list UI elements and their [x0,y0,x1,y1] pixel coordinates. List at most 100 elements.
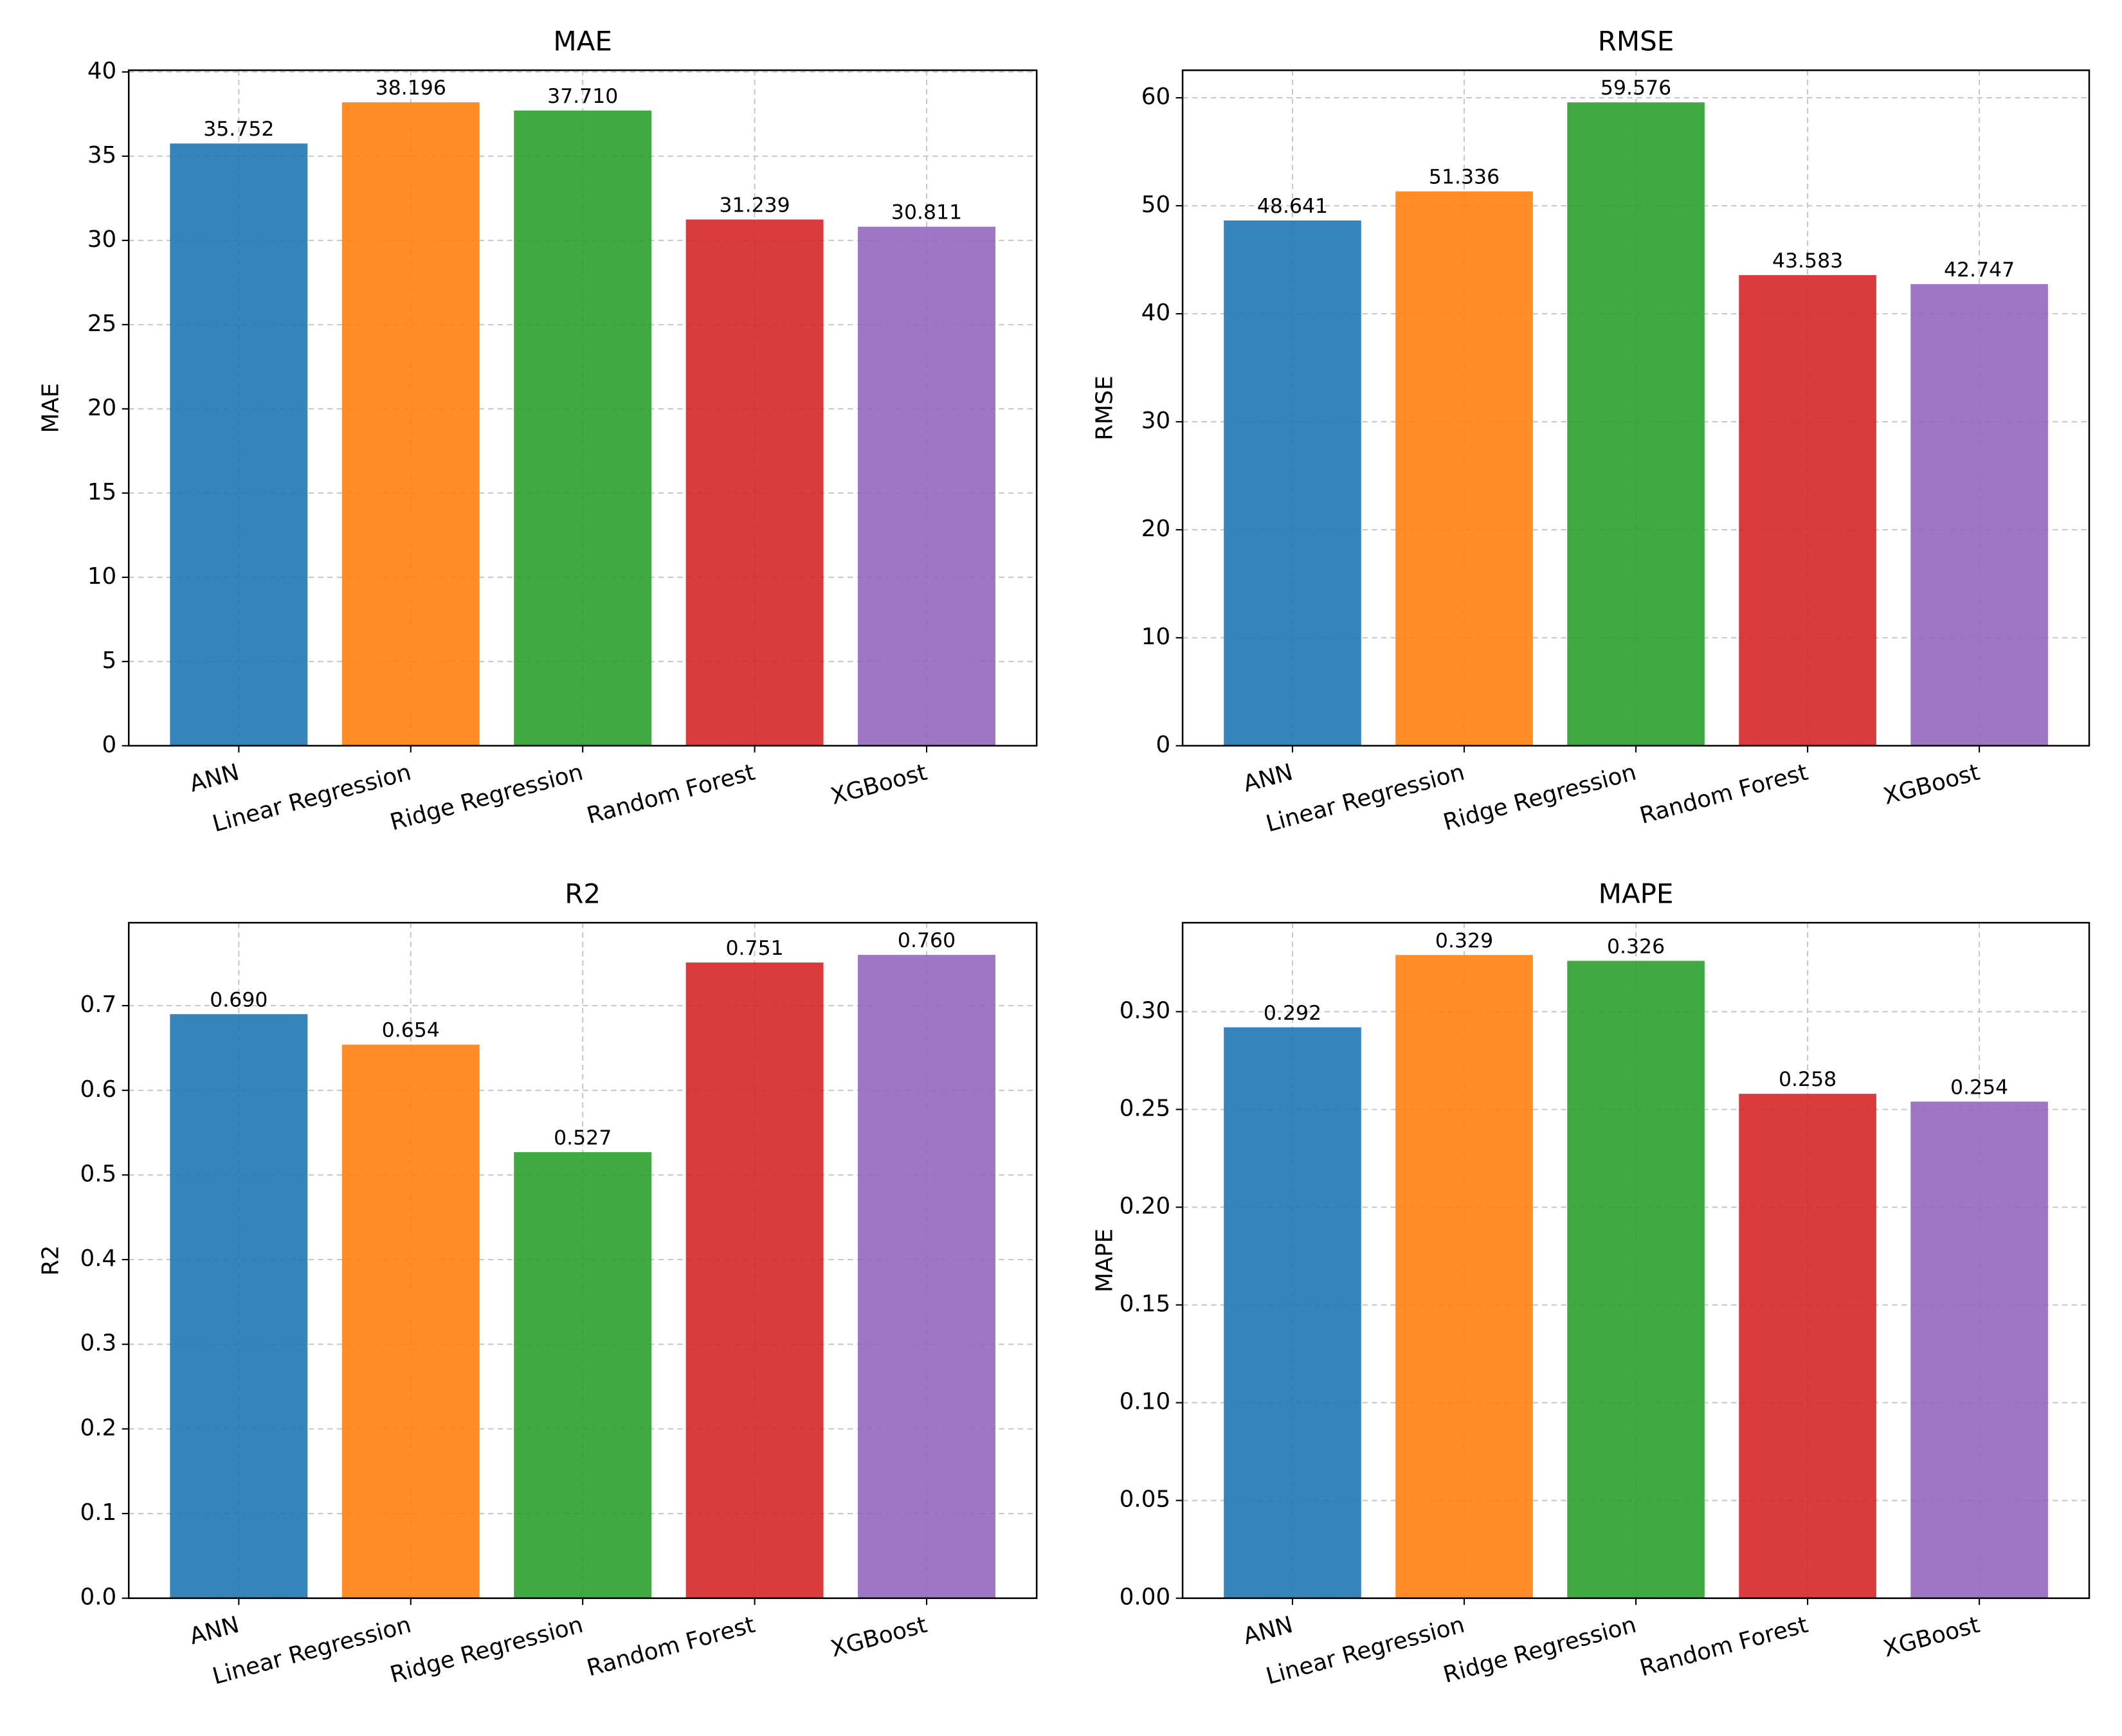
x-tick-label: XGBoost [828,1611,930,1662]
axes-frame [1181,921,2090,1599]
bar [858,955,995,1598]
axes-frame [127,69,1038,747]
y-tick-label: 15 [87,479,116,505]
y-tick-label: 40 [87,58,116,84]
y-tick-label: 50 [1141,192,1170,218]
y-tick-label: 0.3 [80,1330,117,1357]
chart-title: MAPE [1599,878,1674,910]
value-label: 0.329 [1435,929,1493,952]
value-label: 48.641 [1257,195,1328,218]
value-label: 37.710 [547,85,618,108]
bar [1567,102,1705,746]
x-tick-label: ANN [186,759,242,798]
value-label: 0.527 [554,1126,612,1150]
bar [1395,191,1533,746]
y-axis-label: RMSE [1091,375,1118,440]
value-label: 0.654 [382,1019,440,1042]
y-tick-label: 0.6 [80,1076,117,1103]
chart-title: RMSE [1598,26,1674,57]
x-tick-label: ANN [186,1611,242,1650]
x-tick-label: Linear Regression [1264,1611,1467,1690]
y-tick-label: 0.00 [1120,1584,1171,1611]
y-tick-label: 60 [1141,84,1170,110]
chart-title: MAE [553,26,612,57]
axes-frame [127,921,1038,1599]
y-tick-label: 0.30 [1120,997,1171,1024]
x-tick-label: Random Forest [1637,759,1811,829]
value-label: 35.752 [203,118,274,141]
value-label: 59.576 [1601,77,1671,100]
x-tick-label: Random Forest [1637,1611,1811,1681]
bar [1567,961,1705,1598]
value-label: 0.690 [210,988,268,1011]
y-tick-label: 0 [102,732,117,758]
y-tick-label: 25 [87,311,116,337]
value-label: 0.751 [726,937,784,960]
y-tick-label: 0.1 [80,1499,117,1526]
y-tick-label: 0.05 [1120,1487,1171,1513]
y-tick-label: 0.7 [80,991,117,1018]
value-label: 0.258 [1779,1068,1836,1091]
x-tick-label: Ridge Regression [387,1611,586,1688]
y-tick-label: 10 [1141,624,1170,650]
bar [685,962,824,1598]
x-tick-label: XGBoost [828,759,930,810]
x-tick-label: ANN [1240,1611,1296,1650]
value-label: 0.292 [1264,1002,1321,1025]
y-tick-label: 0.10 [1120,1389,1171,1415]
value-label: 43.583 [1772,249,1843,273]
y-tick-label: 10 [87,563,116,590]
y-axis-label: MAPE [1091,1229,1118,1292]
y-tick-label: 0.25 [1120,1095,1171,1121]
bar [1395,955,1533,1598]
x-tick-label: XGBoost [1881,1611,1982,1662]
x-tick-label: Random Forest [584,1611,757,1681]
bar [685,219,824,746]
x-tick-label: Linear Regression [210,759,413,838]
y-axis-label: MAE [37,383,64,433]
bar [514,110,652,746]
y-tick-label: 0 [1156,732,1170,758]
y-tick-label: 5 [102,647,117,674]
value-label: 0.326 [1607,935,1665,958]
bar [170,143,308,746]
y-tick-label: 0.5 [80,1161,117,1187]
x-tick-label: Ridge Regression [1440,759,1639,836]
y-tick-label: 0.4 [80,1245,117,1272]
bar [514,1152,652,1598]
x-tick-label: Ridge Regression [387,759,586,836]
x-tick-label: XGBoost [1881,759,1982,810]
chart-title: R2 [565,878,601,910]
value-label: 0.254 [1950,1076,2008,1099]
axes-frame [1181,69,2090,747]
y-tick-label: 40 [1141,300,1170,326]
y-tick-label: 30 [1141,408,1170,434]
bar [858,226,995,746]
bar [1910,1101,2048,1598]
y-tick-label: 0.2 [80,1415,117,1441]
value-label: 31.239 [719,194,790,217]
y-tick-label: 0.0 [80,1584,117,1611]
value-label: 38.196 [376,77,446,100]
x-tick-label: Ridge Regression [1440,1611,1639,1688]
x-tick-label: Linear Regression [1264,759,1467,838]
bar [1224,1027,1361,1598]
y-tick-label: 20 [87,395,116,421]
y-tick-label: 30 [87,226,116,253]
value-label: 30.811 [891,201,962,224]
value-label: 42.747 [1944,258,2015,282]
bar [341,1044,480,1598]
value-label: 51.336 [1429,166,1500,189]
bar [341,102,480,746]
y-tick-label: 35 [87,142,116,168]
bar [1739,275,1876,746]
y-tick-label: 0.15 [1120,1291,1171,1317]
bar [1910,284,2048,746]
y-tick-label: 20 [1141,516,1170,542]
x-tick-label: Linear Regression [210,1611,413,1690]
x-tick-label: ANN [1240,759,1296,798]
value-label: 0.760 [898,929,956,952]
y-axis-label: R2 [37,1245,64,1276]
y-tick-label: 0.20 [1120,1193,1171,1220]
